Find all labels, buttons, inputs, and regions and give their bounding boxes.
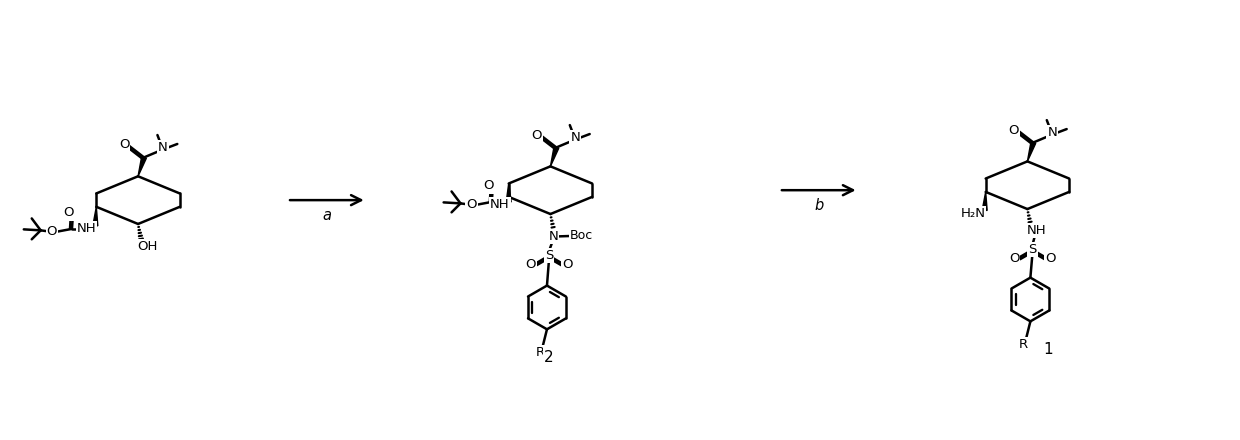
Text: 1: 1 xyxy=(1044,342,1053,357)
Text: Boc: Boc xyxy=(570,229,594,242)
Text: O: O xyxy=(466,198,477,211)
Polygon shape xyxy=(551,147,559,166)
Text: O: O xyxy=(119,139,129,151)
Text: O: O xyxy=(1008,124,1019,136)
Polygon shape xyxy=(982,192,987,210)
Text: S: S xyxy=(1028,243,1037,257)
Text: a: a xyxy=(322,208,331,223)
Text: O: O xyxy=(531,128,542,142)
Text: N: N xyxy=(548,230,558,243)
Text: O: O xyxy=(1009,252,1019,265)
Text: O: O xyxy=(484,180,494,192)
Text: 2: 2 xyxy=(544,350,554,365)
Text: H₂N: H₂N xyxy=(960,206,986,220)
Text: NH: NH xyxy=(490,198,510,211)
Text: R: R xyxy=(1019,338,1028,351)
Text: N: N xyxy=(157,141,167,154)
Text: OH: OH xyxy=(136,240,157,253)
Text: R: R xyxy=(536,346,544,359)
Text: S: S xyxy=(544,249,553,262)
Text: NH: NH xyxy=(77,222,97,235)
Text: O: O xyxy=(1045,252,1056,265)
Text: N: N xyxy=(1048,126,1058,139)
Polygon shape xyxy=(138,157,146,176)
Text: O: O xyxy=(47,225,57,238)
Text: O: O xyxy=(562,258,573,271)
Text: O: O xyxy=(526,258,536,271)
Polygon shape xyxy=(93,207,98,226)
Text: b: b xyxy=(815,198,823,213)
Text: N: N xyxy=(570,131,580,144)
Polygon shape xyxy=(506,183,511,202)
Text: NH: NH xyxy=(1027,224,1047,238)
Text: O: O xyxy=(63,206,73,220)
Polygon shape xyxy=(1028,142,1035,161)
